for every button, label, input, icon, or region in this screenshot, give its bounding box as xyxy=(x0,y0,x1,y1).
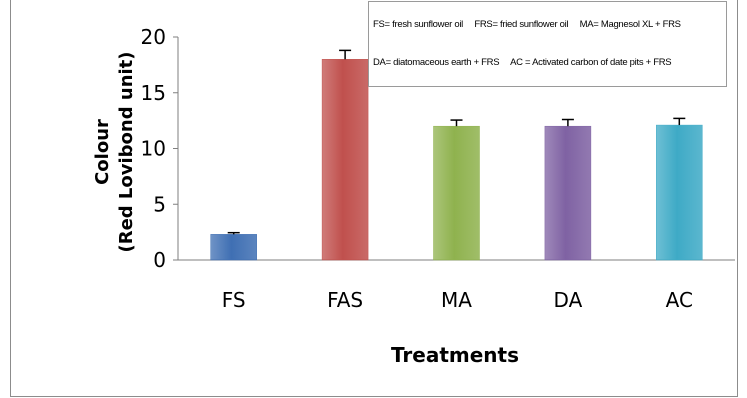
bar-fs xyxy=(210,234,257,261)
bar-ma xyxy=(433,125,480,261)
x-tick-label-da: DA xyxy=(554,288,583,312)
x-axis-title: Treatments xyxy=(391,343,519,367)
legend-entry-da: DA= diatomaceous earth + FRS xyxy=(373,57,500,68)
x-tick-label-fas: FAS xyxy=(327,288,363,312)
y-axis-title-line1: Colour xyxy=(92,119,113,185)
legend-entry-ac: AC = Activated carbon of date pits + FRS xyxy=(510,57,672,68)
legend-entry-ma: MA= Magnesol XL + FRS xyxy=(579,19,681,30)
y-axis-title-line2: (Red Lovibond unit) xyxy=(116,51,137,252)
legend-entry-fs: FS= fresh sunflower oil xyxy=(373,19,463,30)
bars xyxy=(210,49,703,261)
legend-row-2: DA= diatomaceous earth + FRS AC = Activa… xyxy=(373,57,680,68)
x-tick-label-ma: MA xyxy=(441,288,472,312)
legend: FS= fresh sunflower oil FRS= fried sunfl… xyxy=(368,1,727,87)
y-tick-label: 0 xyxy=(153,248,166,272)
bar-da xyxy=(544,125,592,261)
y-tick-label: 5 xyxy=(153,192,166,216)
x-tick-label-fs: FS xyxy=(222,288,246,312)
y-axis-title: Colour (Red Lovibond unit) xyxy=(92,51,137,252)
bar-ac xyxy=(656,124,703,261)
y-tick-label: 10 xyxy=(141,137,166,161)
legend-row-1: FS= fresh sunflower oil FRS= fried sunfl… xyxy=(373,19,690,30)
legend-entry-frs: FRS= fried sunflower oil xyxy=(474,19,569,30)
y-tick-label: 15 xyxy=(141,81,166,105)
x-tick-label-ac: AC xyxy=(666,288,693,312)
y-tick-label: 20 xyxy=(141,25,166,49)
bar-fas xyxy=(321,59,369,261)
chart-frame xyxy=(10,0,738,397)
x-tick-labels: FS FAS MA DA AC xyxy=(222,288,693,312)
axes: 0 5 10 15 20 xyxy=(141,25,735,272)
